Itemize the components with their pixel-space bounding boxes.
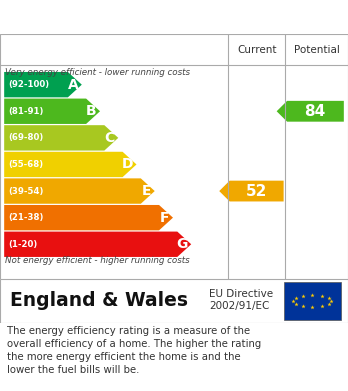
Text: (81-91): (81-91): [8, 107, 44, 116]
Text: D: D: [121, 158, 133, 172]
Polygon shape: [4, 152, 136, 177]
Text: (39-54): (39-54): [8, 187, 44, 196]
Text: G: G: [176, 237, 188, 251]
Polygon shape: [4, 125, 118, 151]
Polygon shape: [4, 99, 100, 124]
Text: Energy Efficiency Rating: Energy Efficiency Rating: [9, 10, 230, 25]
Polygon shape: [4, 231, 191, 257]
Text: (1-20): (1-20): [8, 240, 38, 249]
Polygon shape: [277, 101, 344, 122]
Text: Current: Current: [237, 45, 276, 55]
Text: England & Wales: England & Wales: [10, 291, 188, 310]
Text: A: A: [68, 78, 78, 91]
Polygon shape: [219, 181, 284, 201]
Text: F: F: [160, 211, 169, 225]
Polygon shape: [4, 178, 155, 204]
Text: (55-68): (55-68): [8, 160, 44, 169]
Text: (21-38): (21-38): [8, 213, 44, 222]
Bar: [284, 282, 341, 320]
Text: EU Directive
2002/91/EC: EU Directive 2002/91/EC: [209, 289, 273, 311]
Text: 52: 52: [246, 183, 267, 199]
Text: E: E: [142, 184, 151, 198]
Text: (69-80): (69-80): [8, 133, 44, 142]
Text: C: C: [104, 131, 115, 145]
Text: The energy efficiency rating is a measure of the
overall efficiency of a home. T: The energy efficiency rating is a measur…: [7, 326, 261, 375]
Text: B: B: [86, 104, 96, 118]
Text: (92-100): (92-100): [8, 80, 49, 89]
Text: Not energy efficient - higher running costs: Not energy efficient - higher running co…: [5, 256, 190, 265]
Polygon shape: [4, 72, 82, 97]
Text: 84: 84: [304, 104, 325, 119]
Text: Very energy efficient - lower running costs: Very energy efficient - lower running co…: [5, 68, 190, 77]
Polygon shape: [4, 205, 173, 230]
Text: Potential: Potential: [294, 45, 340, 55]
